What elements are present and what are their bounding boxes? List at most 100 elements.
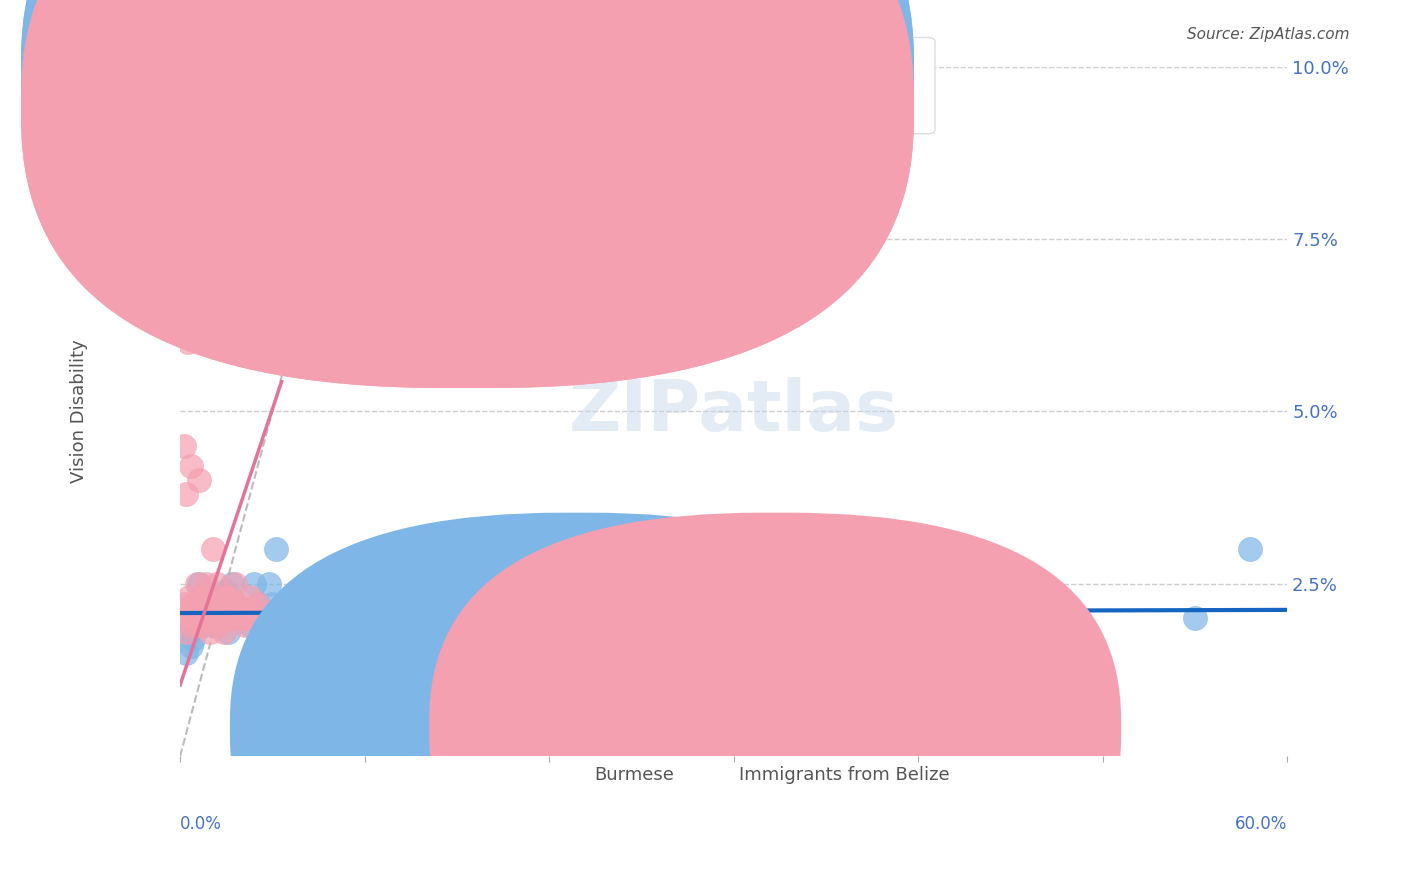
Point <box>214 611 236 625</box>
Point <box>198 624 221 639</box>
Point <box>211 604 233 618</box>
Text: N =: N = <box>598 61 650 78</box>
Point <box>190 611 212 625</box>
Text: R =: R = <box>502 96 541 114</box>
Point <box>1239 542 1261 557</box>
Point <box>233 611 256 625</box>
Text: 72: 72 <box>647 61 672 78</box>
Point <box>204 591 226 605</box>
Point <box>353 598 375 612</box>
Point <box>482 604 505 618</box>
Point <box>184 611 207 625</box>
Point <box>316 618 339 632</box>
Point <box>1000 604 1022 618</box>
Point <box>889 618 911 632</box>
Point <box>193 618 215 632</box>
Point <box>214 624 236 639</box>
Point <box>204 611 226 625</box>
FancyBboxPatch shape <box>231 513 922 892</box>
Point <box>246 598 269 612</box>
Text: Vision Disability: Vision Disability <box>70 340 87 483</box>
Point <box>943 598 966 612</box>
Text: Source: ZipAtlas.com: Source: ZipAtlas.com <box>1187 27 1350 42</box>
Point <box>217 624 239 639</box>
Point <box>191 598 214 612</box>
Text: 60.0%: 60.0% <box>1234 814 1288 832</box>
Point <box>217 591 239 605</box>
Point <box>852 611 875 625</box>
Point <box>229 611 252 625</box>
Point <box>221 576 243 591</box>
Point <box>211 598 233 612</box>
Point <box>759 618 782 632</box>
Text: 66: 66 <box>647 96 672 114</box>
Point <box>224 598 246 612</box>
Point <box>190 611 212 625</box>
Point <box>193 618 215 632</box>
Point <box>501 591 523 605</box>
Point <box>238 604 260 618</box>
Point <box>180 639 202 653</box>
Point <box>174 646 197 660</box>
Point <box>648 611 671 625</box>
Point <box>907 604 929 618</box>
Point <box>174 487 197 501</box>
Point <box>538 618 561 632</box>
Point <box>180 459 202 474</box>
Point <box>186 598 208 612</box>
Point <box>174 624 197 639</box>
Point <box>232 611 254 625</box>
Point <box>226 604 249 618</box>
Point <box>181 598 204 612</box>
Point <box>219 611 242 625</box>
Text: 0.150: 0.150 <box>534 96 591 114</box>
Point <box>246 598 269 612</box>
Point <box>280 604 302 618</box>
Point <box>181 632 204 646</box>
Point <box>224 576 246 591</box>
FancyBboxPatch shape <box>429 513 1121 892</box>
Point <box>180 618 202 632</box>
Point <box>228 604 250 618</box>
Point <box>194 576 217 591</box>
Point <box>202 598 225 612</box>
Point <box>262 598 284 612</box>
Text: Immigrants from Belize: Immigrants from Belize <box>740 765 949 784</box>
Point <box>194 611 217 625</box>
Point <box>228 598 250 612</box>
Text: ZIPatlas: ZIPatlas <box>568 376 898 446</box>
Point <box>215 583 238 598</box>
Text: R =: R = <box>502 61 541 78</box>
Point <box>202 618 225 632</box>
Point <box>197 598 219 612</box>
Point <box>198 604 221 618</box>
Point <box>179 114 201 128</box>
Point <box>250 604 273 618</box>
Point <box>686 624 709 639</box>
Point <box>1018 624 1040 639</box>
Point <box>778 611 800 625</box>
Point <box>209 604 232 618</box>
Point <box>187 473 209 487</box>
Point <box>446 598 468 612</box>
Point <box>243 576 266 591</box>
Point <box>222 598 245 612</box>
Point <box>197 591 219 605</box>
Point <box>186 618 208 632</box>
Point <box>741 591 763 605</box>
Point <box>205 611 228 625</box>
Point <box>205 611 228 625</box>
Point <box>173 439 195 453</box>
Point <box>179 624 201 639</box>
Point <box>243 611 266 625</box>
Point <box>191 591 214 605</box>
Point <box>796 598 818 612</box>
Point <box>184 211 207 226</box>
Point <box>208 598 231 612</box>
Point <box>217 591 239 605</box>
Point <box>173 598 195 612</box>
Point <box>221 604 243 618</box>
Point <box>208 618 231 632</box>
Point <box>187 604 209 618</box>
Point <box>925 611 948 625</box>
